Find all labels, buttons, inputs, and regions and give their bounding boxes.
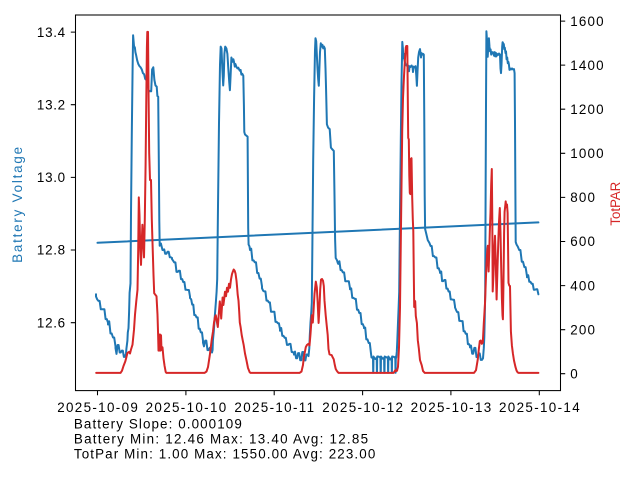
svg-text:2025-10-13: 2025-10-13 xyxy=(411,400,493,415)
svg-text:12.8: 12.8 xyxy=(37,243,66,258)
svg-text:Battery Min: 12.46 Max: 13.40: Battery Min: 12.46 Max: 13.40 Avg: 12.85 xyxy=(74,432,369,447)
svg-text:1000: 1000 xyxy=(570,146,605,161)
svg-text:2025-10-11: 2025-10-11 xyxy=(234,400,315,415)
svg-text:TotPar Min: 1.00 Max: 1550.00: TotPar Min: 1.00 Max: 1550.00 Avg: 223.0… xyxy=(74,447,377,462)
svg-text:1600: 1600 xyxy=(570,14,605,29)
svg-text:1200: 1200 xyxy=(570,102,605,117)
svg-text:200: 200 xyxy=(570,322,596,337)
svg-text:TotPAR: TotPAR xyxy=(608,181,623,225)
svg-text:2025-10-09: 2025-10-09 xyxy=(57,400,139,415)
svg-text:1400: 1400 xyxy=(570,58,605,73)
svg-text:12.6: 12.6 xyxy=(37,315,66,330)
svg-text:13.2: 13.2 xyxy=(37,97,66,112)
svg-text:400: 400 xyxy=(570,278,596,293)
svg-text:13.4: 13.4 xyxy=(37,25,66,40)
svg-text:2025-10-10: 2025-10-10 xyxy=(146,400,228,415)
svg-text:800: 800 xyxy=(570,190,596,205)
svg-text:Battery Slope: 0.000109: Battery Slope: 0.000109 xyxy=(74,417,243,432)
svg-text:Battery Voltage: Battery Voltage xyxy=(10,145,25,263)
svg-text:600: 600 xyxy=(570,234,596,249)
svg-text:2025-10-14: 2025-10-14 xyxy=(499,400,581,415)
svg-text:0: 0 xyxy=(570,366,579,381)
svg-text:13.0: 13.0 xyxy=(37,170,66,185)
svg-text:2025-10-12: 2025-10-12 xyxy=(322,400,404,415)
